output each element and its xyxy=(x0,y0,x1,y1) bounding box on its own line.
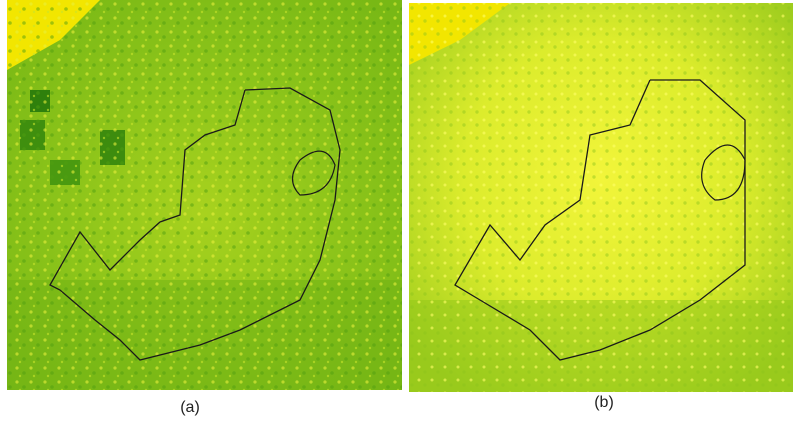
panel-b xyxy=(409,3,793,392)
figure: (a) (b) xyxy=(0,0,794,427)
panel-a xyxy=(7,0,402,390)
texture xyxy=(7,0,402,390)
panel-label: (a) xyxy=(180,399,200,416)
texture xyxy=(409,3,793,392)
panel-label: (b) xyxy=(594,394,614,411)
